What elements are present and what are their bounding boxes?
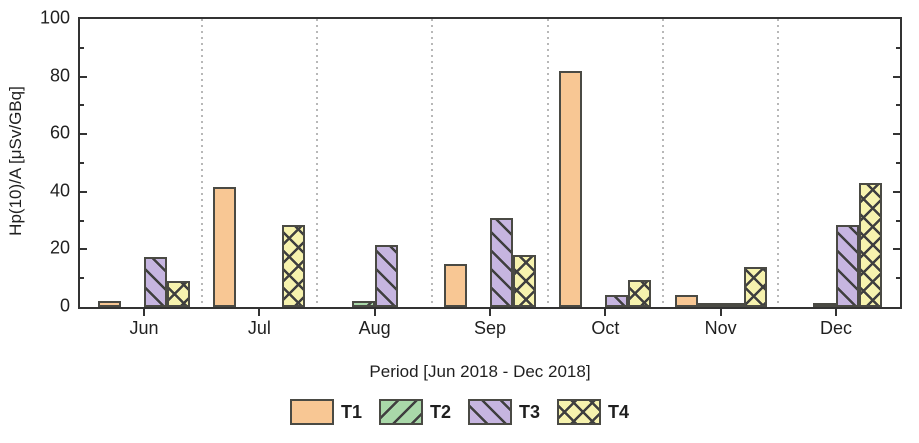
group-separator-gridline [431,19,434,307]
bar-t2-nov [697,303,721,307]
bar-t3-dec [836,224,859,307]
bar-t3-nov [720,303,744,307]
bar-t1-jun [98,301,121,307]
bar-t1-jul [213,187,237,307]
y-axis-tick-mark [896,277,900,280]
t3-swatch [468,399,512,425]
y-tick-label: 20 [49,238,70,259]
y-tick-label: 80 [49,65,70,86]
bar-t1-oct [559,70,583,307]
x-tick-label-jun: Jun [129,318,159,338]
bar-t4-jun [167,281,190,307]
legend-label-t4: T4 [608,401,630,422]
y-axis-tick-mark [80,248,87,251]
group-separator-gridline [546,19,549,307]
x-tick-label-sep: Sep [473,318,507,338]
y-axis-tick-mark [80,219,84,222]
y-axis-tick-mark [893,133,900,136]
plot-area [78,17,902,309]
x-tick-mark [719,309,722,316]
legend-entry-t1: T1 [289,399,362,425]
bar-t2-dec [813,302,836,307]
bar-t4-sep [513,255,536,307]
group-separator-gridline [316,19,318,307]
y-tick-label: 0 [59,295,70,316]
t4-swatch [557,399,602,425]
y-axis-tick-mark [896,104,900,107]
bar-t1-nov [674,295,698,307]
x-tick-mark [835,309,837,316]
legend-entry-t4: T4 [557,399,629,425]
y-tick-label: 40 [49,180,70,201]
legend-entry-t3: T3 [468,399,540,425]
y-axis-tick-mark [896,46,900,49]
y-axis-tick-mark [80,133,87,136]
y-axis-tick-mark [80,190,87,193]
bar-t4-dec [859,183,882,307]
y-axis-tick-mark [896,162,900,164]
y-axis-tick-mark [80,46,84,49]
x-tick-mark [143,309,145,316]
bar-t2-aug [351,301,375,307]
legend-label-t2: T2 [429,401,451,422]
y-tick-label: 60 [49,122,70,143]
x-tick-label-jul: Jul [247,318,271,338]
y-axis-tick-mark [80,277,84,280]
y-axis-tick-mark [80,75,87,78]
bar-t1-sep [444,263,467,307]
y-axis-tick-mark [896,219,900,222]
plot-inner [80,19,900,307]
bar-t3-oct [605,295,629,307]
bar-t3-aug [374,245,398,307]
x-tick-label-nov: Nov [704,318,737,338]
y-axis-tick-mark [80,104,84,107]
y-axis-title: Hp(10)/A [μSv/GBq] [6,86,25,236]
x-tick-mark [604,309,607,316]
x-tick-label-dec: Dec [819,318,852,338]
legend: T1 T2 T3 T4 [0,399,919,425]
bar-t3-sep [490,217,513,307]
bar-t4-oct [628,279,652,307]
x-tick-mark [373,309,376,316]
legend-label-t3: T3 [519,401,541,422]
y-axis-tick-mark [80,162,84,164]
y-tick-label: 100 [39,7,70,28]
t2-swatch [378,399,423,425]
group-separator-gridline [662,19,664,307]
group-separator-gridline [200,19,203,307]
x-axis-title: Period [Jun 2018 - Dec 2018] [369,362,591,381]
y-axis-tick-mark [893,75,900,78]
x-tick-mark [258,309,261,316]
x-tick-mark [489,309,491,316]
bar-t4-nov [743,266,767,307]
y-axis-tick-mark [893,190,900,193]
x-tick-label-oct: Oct [591,318,620,338]
bar-t4-jul [282,224,306,307]
legend-entry-t2: T2 [378,399,451,425]
legend-label-t1: T1 [340,401,362,422]
group-separator-gridline [777,19,780,307]
y-axis-tick-mark [893,248,900,251]
x-tick-label-aug: Aug [358,318,391,338]
t1-swatch [289,399,334,425]
bar-t3-jun [144,256,167,307]
